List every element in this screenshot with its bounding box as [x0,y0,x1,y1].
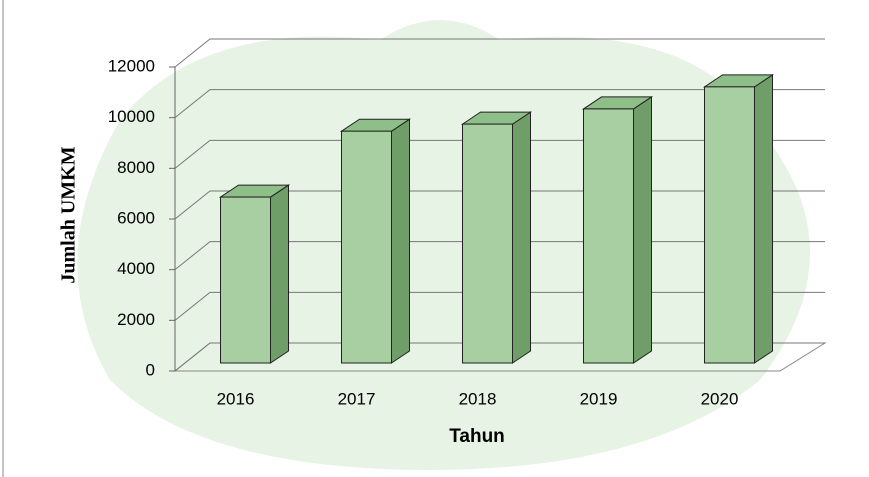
chart: 0 2000 4000 6000 8000 10000 12000 2016 2017 2018 2… [0,0,869,477]
y-tick-label: 0 [146,360,155,379]
bar [584,109,634,363]
y-tick-label: 6000 [117,208,155,227]
x-tick-label: 2019 [580,389,618,408]
y-tick-label: 8000 [117,158,155,177]
y-tick-label: 12000 [108,56,155,75]
y-axis-title: Jumlah UMKM [58,146,80,283]
bar-side [513,112,531,363]
bar [463,124,513,363]
x-tick-label: 2020 [701,389,739,408]
x-axis-title: Tahun [449,426,505,447]
bar [221,197,271,363]
bar-side [755,75,773,363]
y-tick-label: 2000 [117,310,155,329]
y-tick-label: 4000 [117,259,155,278]
x-tick-label: 2017 [338,389,376,408]
bar-side [271,185,289,363]
bar [342,131,392,363]
bar-side [634,97,652,363]
x-tick-label: 2016 [217,389,255,408]
bar-side [392,119,410,363]
y-tick-label: 10000 [108,107,155,126]
x-tick-label: 2018 [459,389,497,408]
bar [705,87,755,363]
